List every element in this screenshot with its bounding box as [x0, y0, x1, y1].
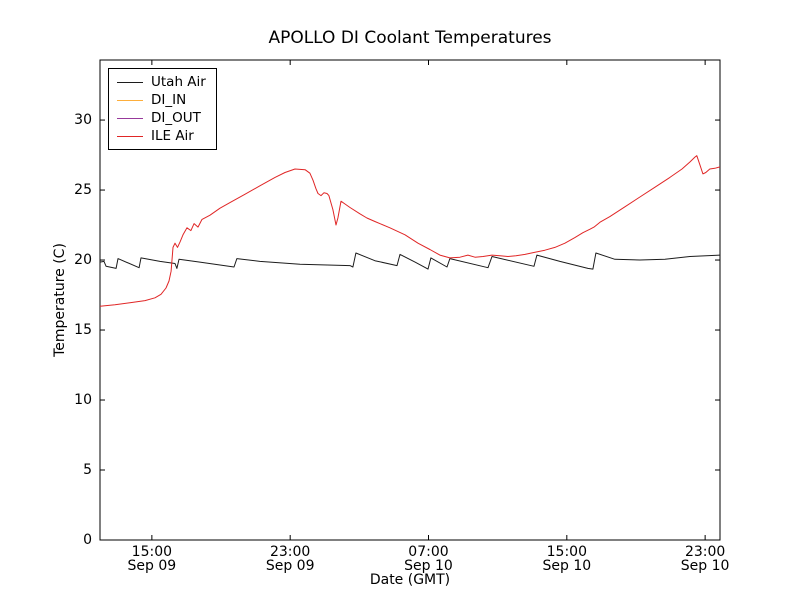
legend-line-sample: [117, 117, 143, 119]
legend: Utah Air DI_IN DI_OUT ILE Air: [108, 68, 217, 150]
y-tick-label: 5: [83, 462, 92, 478]
x-tick-label: 23:00 Sep 09: [266, 545, 315, 573]
legend-label: DI_OUT: [151, 110, 201, 126]
x-tick-label: 07:00 Sep 10: [404, 545, 453, 573]
y-tick-label: 15: [74, 322, 92, 339]
x-axis-label: Date (GMT): [369, 572, 451, 588]
legend-label: ILE Air: [151, 128, 194, 144]
x-tick-time: 07:00: [408, 544, 449, 560]
x-tick-date: Sep 10: [404, 558, 453, 574]
x-tick-date: Sep 09: [127, 558, 177, 574]
series-line-ile-air: [99, 155, 721, 307]
y-tick-label: 0: [83, 532, 92, 548]
x-tick-time: 23:00: [684, 544, 726, 560]
legend-item: DI_OUT: [117, 109, 206, 127]
x-tick-time: 15:00: [131, 544, 173, 560]
x-tick-time: 15:00: [546, 544, 587, 560]
y-tick-label: 30: [74, 112, 92, 129]
x-tick-time: 23:00: [269, 544, 311, 560]
axes-frame: [99, 59, 721, 541]
legend-label: DI_IN: [151, 92, 187, 108]
x-tick-date: Sep 10: [542, 558, 592, 574]
chart-title: APOLLO DI Coolant Temperatures: [268, 28, 552, 48]
legend-item: ILE Air: [117, 127, 206, 145]
y-tick-label: 10: [74, 392, 92, 409]
x-tick-date: Sep 09: [265, 558, 315, 574]
x-tick-date: Sep 10: [680, 558, 730, 574]
legend-item: Utah Air: [117, 73, 206, 91]
y-tick-label: 25: [74, 182, 92, 199]
x-tick-label: 23:00 Sep 10: [681, 545, 730, 573]
legend-line-sample: [117, 99, 143, 101]
legend-line-sample: [117, 81, 143, 83]
legend-label: Utah Air: [151, 74, 206, 90]
series-line-utah-air: [99, 252, 721, 270]
x-tick-label: 15:00 Sep 09: [128, 545, 177, 573]
y-tick-label: 20: [74, 252, 92, 269]
legend-item: DI_IN: [117, 91, 206, 109]
legend-line-sample: [117, 135, 143, 137]
x-tick-label: 15:00 Sep 10: [542, 545, 591, 573]
